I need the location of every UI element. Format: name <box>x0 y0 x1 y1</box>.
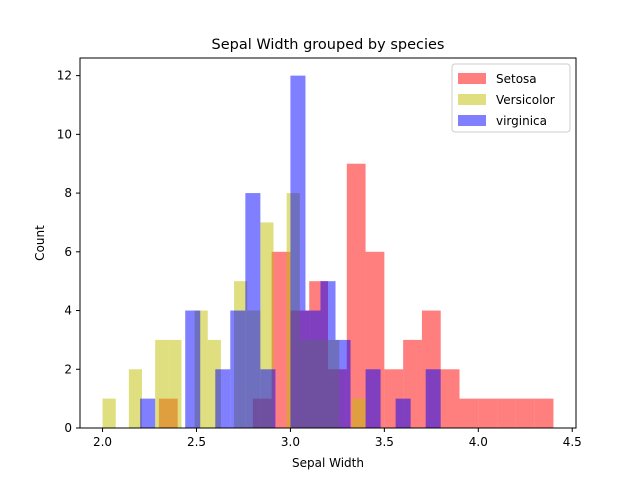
bar-virginica-4 <box>245 193 261 428</box>
legend-label-versicolor: Versicolor <box>496 93 555 107</box>
x-axis-label: Sepal Width <box>292 456 364 470</box>
bar-setosa-11 <box>440 369 460 428</box>
bar-versicolor-1 <box>128 369 142 428</box>
bar-virginica-2 <box>215 369 231 428</box>
legend-swatch-setosa <box>458 73 486 84</box>
bar-setosa-6 <box>346 163 366 428</box>
bars-layer <box>102 75 554 428</box>
bar-setosa-16 <box>534 398 554 428</box>
x-axis: 2.0 2.5 3.0 3.5 4.0 4.5 <box>93 428 582 449</box>
y-axis-label: Count <box>33 225 47 261</box>
y-tick-label: 12 <box>57 69 72 83</box>
x-tick-label: 4.5 <box>563 435 582 449</box>
bar-virginica-3 <box>230 310 246 428</box>
x-tick-label: 2.0 <box>93 435 112 449</box>
y-axis: 0 2 4 6 8 10 12 <box>57 69 80 435</box>
x-tick-label: 2.5 <box>187 435 206 449</box>
bar-setosa-13 <box>478 398 498 428</box>
y-tick-label: 4 <box>64 304 72 318</box>
chart-title: Sepal Width grouped by species <box>212 37 445 53</box>
bar-virginica-12 <box>425 369 441 428</box>
legend-swatch-virginica <box>458 115 486 126</box>
y-tick-label: 0 <box>64 421 72 435</box>
plot-frame <box>79 57 577 429</box>
bar-versicolor-2 <box>155 339 169 428</box>
bar-setosa-12 <box>459 398 479 428</box>
bar-setosa-2 <box>271 251 291 428</box>
bar-virginica-9 <box>335 339 351 428</box>
legend: Setosa Versicolor virginica <box>451 63 571 133</box>
y-tick-label: 8 <box>64 186 72 200</box>
bar-virginica-7 <box>305 310 321 428</box>
bar-versicolor-3 <box>168 339 182 428</box>
bar-setosa-15 <box>515 398 535 428</box>
bar-virginica-11 <box>395 398 411 428</box>
bar-virginica-10 <box>365 369 381 428</box>
y-tick-label: 10 <box>57 127 72 141</box>
bar-virginica-1 <box>185 310 201 428</box>
x-tick-label: 4.0 <box>469 435 488 449</box>
legend-label-virginica: virginica <box>496 114 547 128</box>
x-tick-label: 3.0 <box>281 435 300 449</box>
legend-swatch-versicolor <box>458 94 486 105</box>
bar-virginica-8 <box>320 281 336 428</box>
bar-setosa-14 <box>497 398 516 428</box>
bar-virginica-5 <box>260 369 276 428</box>
bar-versicolor-13 <box>352 398 366 428</box>
y-tick-label: 6 <box>64 245 72 259</box>
bar-virginica-0 <box>140 398 156 428</box>
bar-virginica-6 <box>290 75 306 428</box>
y-tick-label: 2 <box>64 362 72 376</box>
bar-versicolor-0 <box>102 398 116 428</box>
x-tick-label: 3.5 <box>375 435 394 449</box>
legend-label-setosa: Setosa <box>496 72 537 86</box>
